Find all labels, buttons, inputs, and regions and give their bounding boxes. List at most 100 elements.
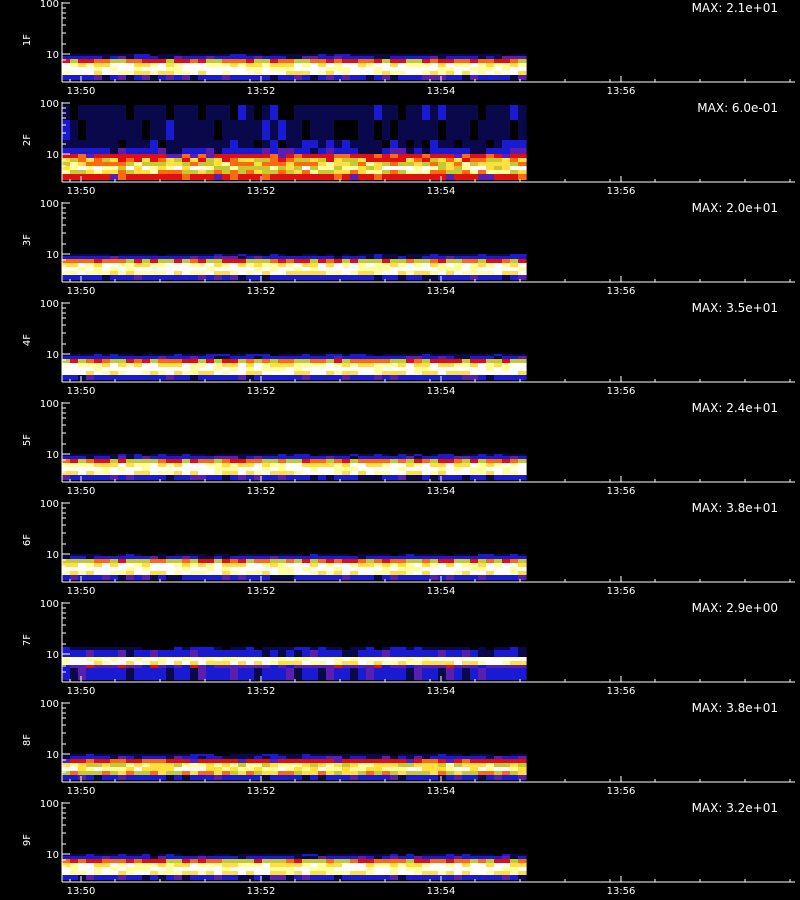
heatmap-cell <box>510 267 519 271</box>
heatmap-cell <box>286 174 295 180</box>
heatmap-cell <box>86 754 95 756</box>
x-tick-label: 13:52 <box>247 86 276 97</box>
heatmap-cell <box>102 668 111 680</box>
heatmap-cell <box>142 559 151 563</box>
heatmap-cell <box>414 256 423 259</box>
heatmap-cell <box>294 856 303 859</box>
heatmap-cell <box>230 647 239 650</box>
heatmap-cell <box>342 756 351 759</box>
heatmap-cell <box>262 63 271 67</box>
heatmap-cell <box>494 467 503 471</box>
heatmap-cell <box>238 356 247 359</box>
heatmap-cell <box>78 459 87 463</box>
heatmap-cell <box>190 67 199 71</box>
heatmap-cell <box>470 154 479 158</box>
heatmap-cell <box>214 775 223 780</box>
heatmap-cell <box>270 575 279 580</box>
heatmap-cell <box>430 767 439 771</box>
heatmap-cell <box>70 767 79 771</box>
heatmap-cell <box>142 271 151 275</box>
heatmap-cell <box>294 271 303 275</box>
heatmap-cell <box>254 875 263 880</box>
heatmap-cell <box>494 854 503 856</box>
heatmap-cell <box>438 256 447 259</box>
heatmap-cell <box>294 863 303 867</box>
heatmap-cell <box>326 154 335 158</box>
heatmap-cell <box>158 148 167 154</box>
heatmap-cell <box>518 467 527 471</box>
heatmap-cell <box>470 661 479 665</box>
heatmap-cell <box>486 354 495 356</box>
heatmap-cell <box>366 275 375 280</box>
heatmap-cell <box>510 759 519 763</box>
heatmap-cell <box>310 259 319 263</box>
heatmap-cell <box>62 63 71 67</box>
heatmap-cell <box>118 363 127 367</box>
heatmap-cell <box>70 475 79 480</box>
heatmap-cell <box>262 256 271 259</box>
heatmap-cell <box>222 75 231 80</box>
heatmap-cell <box>78 367 87 371</box>
heatmap-cell <box>326 668 335 680</box>
heatmap-cell <box>422 120 431 140</box>
heatmap-cell <box>254 554 263 556</box>
heatmap-cell <box>502 120 511 140</box>
heatmap-cell <box>406 567 415 571</box>
heatmap-cell <box>150 571 159 575</box>
heatmap-cell <box>86 454 95 456</box>
heatmap-cell <box>302 871 311 875</box>
heatmap-cell <box>494 367 503 371</box>
heatmap-cell <box>366 263 375 267</box>
heatmap-cell <box>398 158 407 162</box>
heatmap-cell <box>470 463 479 467</box>
heatmap-cell <box>270 763 279 767</box>
heatmap-cell <box>366 775 375 780</box>
heatmap-cell <box>254 856 263 859</box>
heatmap-cell <box>302 56 311 59</box>
heatmap-cell <box>78 475 87 480</box>
x-tick-label: 13:56 <box>607 686 636 697</box>
heatmap-cell <box>446 367 455 371</box>
heatmap-cells <box>62 647 527 680</box>
heatmap-cell <box>230 875 239 880</box>
heatmap-cell <box>310 665 319 668</box>
heatmap-cell <box>182 756 191 759</box>
heatmap-cell <box>254 467 263 471</box>
heatmap-cell <box>358 471 367 475</box>
heatmap-cell <box>222 771 231 775</box>
heatmap-cell <box>254 471 263 475</box>
heatmap-cell <box>126 463 135 467</box>
heatmap-cell <box>438 467 447 471</box>
heatmap-cell <box>166 556 175 559</box>
heatmap-cell <box>310 559 319 563</box>
heatmap-cell <box>486 854 495 856</box>
heatmap-cell <box>118 571 127 575</box>
heatmap-cell <box>302 567 311 571</box>
heatmap-cell <box>470 259 479 263</box>
heatmap-cell <box>422 650 431 657</box>
heatmap-cell <box>518 263 527 267</box>
heatmap-cell <box>374 771 383 775</box>
heatmap-cell <box>518 754 527 756</box>
heatmap-cell <box>374 63 383 67</box>
heatmap-cell <box>358 856 367 859</box>
heatmap-cell <box>462 871 471 875</box>
heatmap-cell <box>62 367 71 371</box>
heatmap-cell <box>510 463 519 467</box>
heatmap-cell <box>358 454 367 456</box>
heatmap-cell <box>326 59 335 63</box>
heatmap-cell <box>190 657 199 661</box>
heatmap-cell <box>294 174 303 180</box>
heatmap-cell <box>310 59 319 63</box>
heatmap-cell <box>446 875 455 880</box>
heatmap-cell <box>398 371 407 375</box>
heatmap-cell <box>334 657 343 661</box>
heatmap-cell <box>358 563 367 567</box>
heatmap-cell <box>358 354 367 356</box>
heatmap-cell <box>262 871 271 875</box>
heatmap-cell <box>94 665 103 668</box>
heatmap-cell <box>102 754 111 756</box>
heatmap-cell <box>470 867 479 871</box>
heatmap-cell <box>174 567 183 571</box>
